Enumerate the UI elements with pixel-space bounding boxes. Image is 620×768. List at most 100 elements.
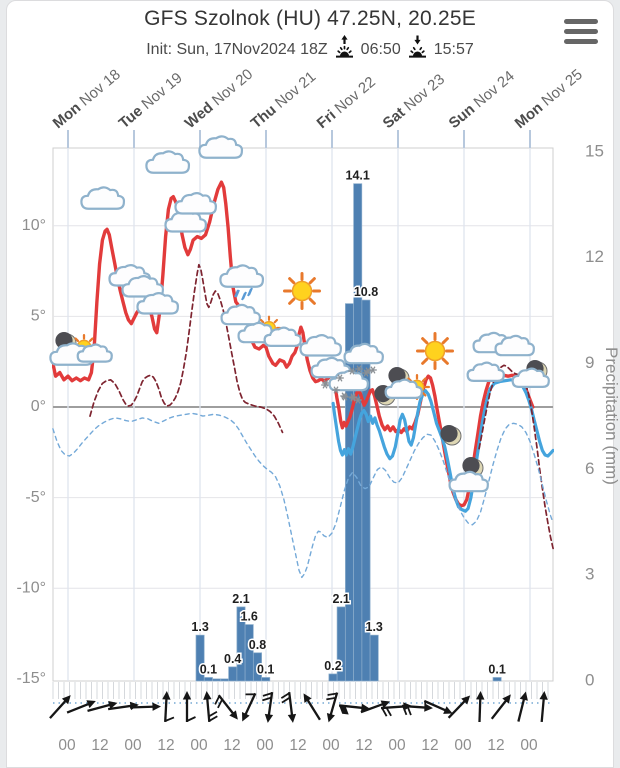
time-tick-label: 00 <box>58 737 76 754</box>
init-label: Init: Sun, 17Nov2024 18Z <box>146 40 328 58</box>
wind-arrow-icon <box>303 693 321 721</box>
wind-arrow-icon <box>214 694 238 720</box>
wind-arrow-icon <box>476 691 485 723</box>
cloud-icon <box>466 361 505 382</box>
hour-comb <box>52 682 553 704</box>
precip-value-label: 1.3 <box>366 620 383 634</box>
wind-arrow-icon <box>182 691 196 722</box>
snowflake-icon <box>369 366 377 374</box>
precip-tick-label: 0 <box>585 670 594 689</box>
snowflake-icon <box>355 365 363 373</box>
temp-tick-label: 5° <box>31 308 46 325</box>
precip-value-label: 1.6 <box>241 610 258 624</box>
precip-bar <box>492 677 502 682</box>
time-tick-label: 00 <box>190 737 208 754</box>
cloud-icon <box>145 150 191 174</box>
temp-tick-label: 0° <box>31 398 46 415</box>
time-tick-label: 00 <box>322 737 340 754</box>
precip-bar <box>261 677 271 682</box>
header-subtitle: Init: Sun, 17Nov2024 18Z 06:50 15:5 <box>0 35 620 64</box>
wind-arrows <box>49 691 548 723</box>
cloud-icon <box>174 192 218 215</box>
sunrise-time: 06:50 <box>360 40 401 58</box>
wind-arrow-icon <box>401 703 433 716</box>
raindrop-icon <box>242 291 247 300</box>
wind-arrow-icon <box>162 691 175 723</box>
snowflake-icon <box>336 374 344 382</box>
menu-bar <box>564 19 598 24</box>
menu-bar <box>564 39 598 44</box>
precip-value-label: 1.3 <box>191 620 208 634</box>
time-tick-label: 00 <box>256 737 274 754</box>
time-tick-label: 12 <box>289 737 306 754</box>
precip-bar <box>369 634 379 682</box>
precip-tick-label: 12 <box>585 247 604 266</box>
time-tick-label: 12 <box>355 737 372 754</box>
precip-bar-labels: 1.3 0.1 0.4 2.1 1.6 0.8 0.1 0.2 2.1 14.1 10.8 1.3 0.… <box>190 167 507 678</box>
precip-bar <box>195 634 205 682</box>
day-label: Mon Nov 18 <box>50 66 124 132</box>
cloud-icon <box>219 264 265 288</box>
cloud-icon <box>494 334 535 357</box>
wind-arrow-icon <box>423 699 453 714</box>
series-temp-min-dashed <box>52 412 554 579</box>
sunset-icon <box>408 35 427 64</box>
weather-icons <box>49 135 550 493</box>
wind-arrow-icon <box>66 700 96 714</box>
axis-labels: 10° 5° 0° -5° -10° -15° 15 12 9 6 3 0 Precipitation … <box>16 141 620 754</box>
cloud-icon <box>80 186 126 210</box>
wind-arrow-icon <box>338 703 370 715</box>
hamburger-menu-button[interactable] <box>564 19 598 49</box>
snowflake-icon <box>341 393 349 401</box>
precip-value-label: 0.1 <box>488 662 505 676</box>
sunrise-icon <box>335 35 354 64</box>
cloud-icon <box>76 343 113 363</box>
day-label: Tue Nov 19 <box>116 69 186 132</box>
cloud-icon <box>299 334 343 357</box>
time-tick-label: 00 <box>520 737 538 754</box>
temp-tick-label: 10° <box>22 217 46 234</box>
day-label: Thu Nov 21 <box>248 68 320 132</box>
precip-value-label: 2.1 <box>333 592 350 606</box>
wind-arrow-icon <box>539 691 548 723</box>
precip-bar <box>212 678 222 682</box>
precip-bar <box>253 652 262 682</box>
time-tick-label: 00 <box>454 737 472 754</box>
snowflake-icon <box>348 367 356 375</box>
cloud-icon <box>448 470 489 493</box>
precip-value-label: 14.1 <box>346 169 370 183</box>
day-label: Wed Nov 20 <box>182 66 257 132</box>
precip-tick-label: 3 <box>585 565 594 584</box>
cloud-icon <box>384 378 423 399</box>
cloud-icon <box>511 367 550 388</box>
wind-arrow-icon <box>326 692 339 723</box>
cloud-icon <box>198 135 244 159</box>
precip-bar <box>228 666 238 682</box>
time-tick-label: 00 <box>388 737 406 754</box>
snowflake-icon <box>354 396 362 404</box>
sun-icon <box>416 332 454 370</box>
precip-tick-label: 9 <box>585 353 594 372</box>
snowflake-icon <box>362 369 370 377</box>
raindrop-icon <box>248 287 253 296</box>
wind-arrow-icon <box>380 702 412 717</box>
page-title: GFS Szolnok (HU) 47.25N, 20.25E <box>144 7 476 30</box>
day-label: Sat Nov 23 <box>380 71 448 132</box>
wind-arrow-icon <box>280 691 297 723</box>
day-label: Mon Nov 25 <box>512 66 586 132</box>
wind-arrow-icon <box>517 691 528 722</box>
plot-area <box>52 147 554 682</box>
wind-arrow-icon <box>262 691 274 723</box>
wind-arrow-icon <box>129 702 161 711</box>
precip-bar <box>328 673 338 682</box>
precip-bar <box>361 299 371 682</box>
cloud-icon <box>121 275 165 298</box>
temp-tick-label: -15° <box>16 670 46 687</box>
precip-value-label: 0.4 <box>224 652 241 666</box>
sun-icon <box>283 272 321 310</box>
temp-tick-label: -10° <box>16 580 46 597</box>
snowflake-icon <box>332 386 340 394</box>
precip-value-label: 0.2 <box>324 659 341 673</box>
precip-bar <box>220 678 230 682</box>
